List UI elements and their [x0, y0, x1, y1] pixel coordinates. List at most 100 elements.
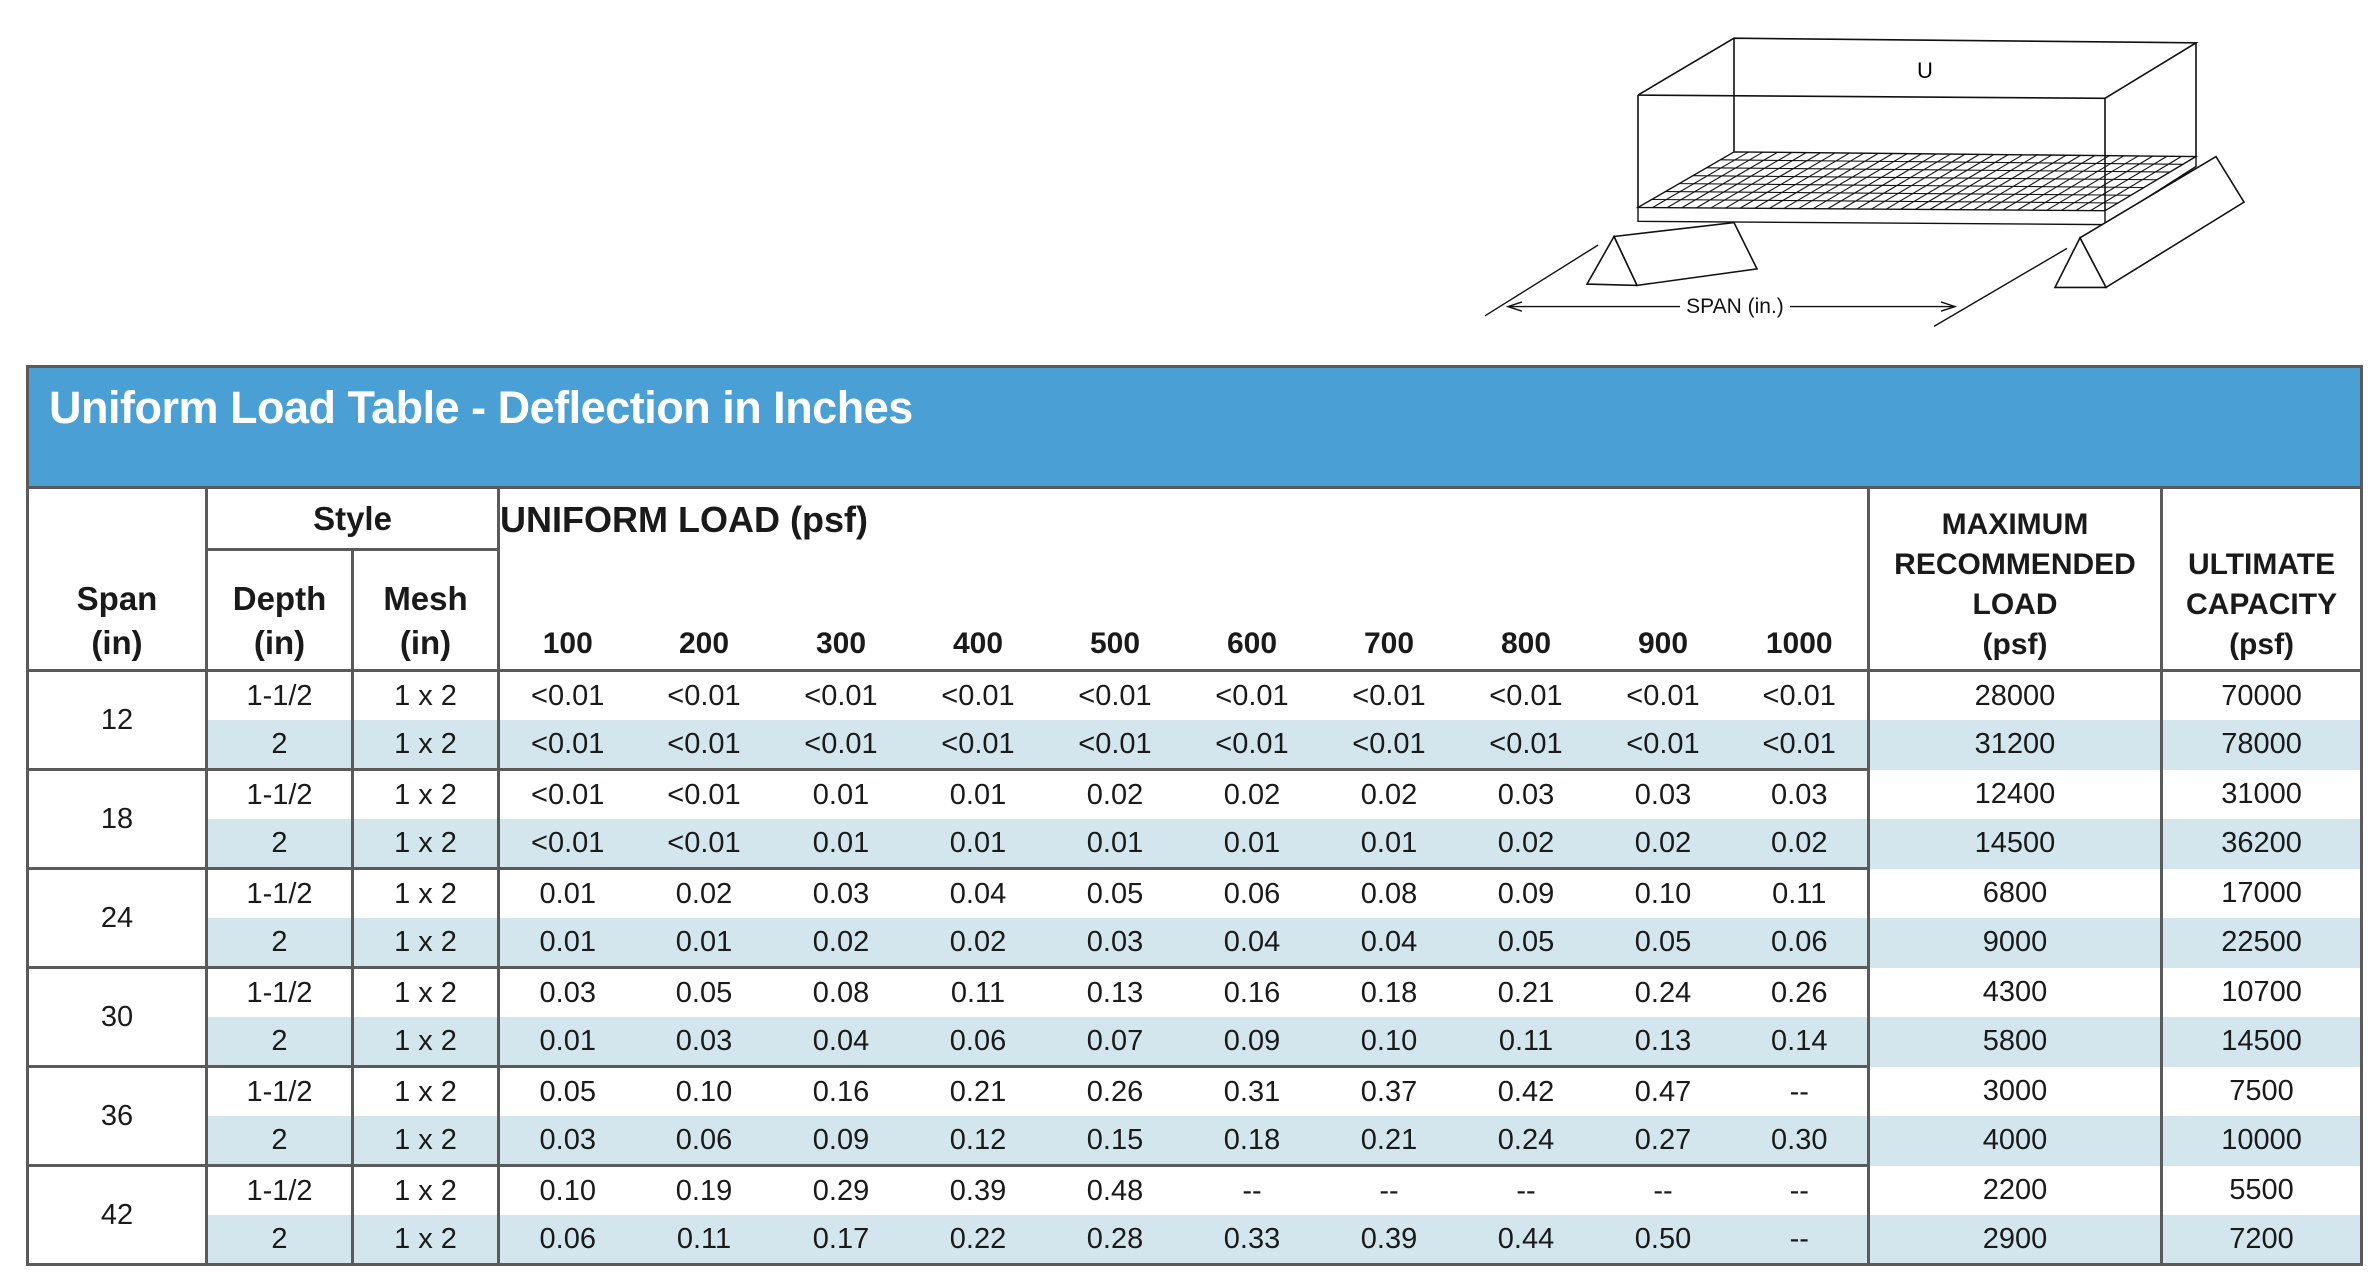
deflection-cell: <0.01 [635, 720, 773, 771]
header-depth: Depth (in) [205, 548, 354, 672]
deflection-cell: 0.09 [772, 1116, 910, 1167]
deflection-cell: 0.04 [772, 1017, 910, 1068]
deflection-cell: 0.14 [1731, 1017, 1870, 1068]
ultimate-capacity-cell: 10700 [2161, 967, 2364, 1017]
ultimate-capacity-cell: 78000 [2161, 720, 2364, 770]
deflection-cell: 0.31 [1223, 1075, 1281, 1108]
ultimate-capacity-cell: 5500 [2161, 1165, 2364, 1215]
deflection-cell: 0.06 [909, 1017, 1047, 1068]
grating-panel [1638, 152, 2196, 225]
deflection-cell: 0.03 [1046, 918, 1184, 969]
deflection-cell: 0.01 [772, 819, 910, 870]
deflection-cell: 0.09 [1183, 1017, 1321, 1068]
deflection-cell: 0.03 [1497, 778, 1555, 811]
deflection-cell: <0.01 [1352, 679, 1426, 712]
deflection-cell: 0.11 [1731, 868, 1870, 918]
mesh-cell: 1 x 2 [352, 918, 500, 969]
deflection-cell: -- [1516, 1174, 1536, 1207]
deflection-cell: 0.39 [1320, 1215, 1458, 1266]
deflection-cell: 0.02 [1731, 819, 1870, 870]
depth-cell: 2 [206, 1116, 354, 1167]
deflection-cell: 0.21 [949, 1075, 1007, 1108]
header-load-100: 100 [498, 549, 636, 672]
max-load-cell: 14500 [1868, 819, 2163, 869]
deflection-cell: 0.10 [1320, 1017, 1458, 1068]
deflection-cell: 0.11 [950, 976, 1006, 1009]
deflection-cell: <0.01 [1731, 720, 1870, 771]
ultimate-capacity-cell: 36200 [2161, 819, 2364, 869]
deflection-cell: 0.48 [1086, 1174, 1144, 1207]
deflection-cell: <0.01 [1215, 679, 1289, 712]
deflection-cell: 0.21 [1320, 1116, 1458, 1167]
deflection-cell: 0.29 [812, 1174, 870, 1207]
deflection-cell: <0.01 [1320, 720, 1458, 771]
deflection-cell: -- [1731, 1066, 1870, 1116]
deflection-cell: <0.01 [667, 778, 741, 811]
deflection-cell: 0.05 [1594, 918, 1732, 969]
deflection-cell: 0.06 [1731, 918, 1870, 969]
deflection-cell: 0.03 [812, 877, 870, 910]
deflection-cell: 0.09 [1497, 877, 1555, 910]
span-cell: 24 [26, 868, 208, 969]
deflection-cell: 0.01 [1046, 819, 1184, 870]
header-load-600: 600 [1183, 549, 1321, 672]
span-cell: 42 [26, 1165, 208, 1266]
deflection-cell: 0.11 [1457, 1017, 1595, 1068]
depth-cell: 1-1/2 [206, 967, 354, 1017]
header-ultimate-capacity: ULTIMATE CAPACITY (psf) [2159, 486, 2364, 672]
span-cell: 30 [26, 967, 208, 1068]
deflection-cell: 0.02 [675, 877, 733, 910]
deflection-cell: 0.21 [1497, 976, 1555, 1009]
deflection-cell: -- [1731, 1165, 1870, 1215]
deflection-cell: 0.22 [909, 1215, 1047, 1266]
deflection-cell: 0.30 [1731, 1116, 1870, 1167]
span-cell: 18 [26, 769, 208, 870]
max-load-cell: 12400 [1868, 769, 2163, 819]
deflection-cell: 0.01 [812, 778, 870, 811]
deflection-cell: 0.13 [1594, 1017, 1732, 1068]
deflection-cell: -- [1731, 1215, 1870, 1266]
deflection-cell: <0.01 [1457, 720, 1595, 771]
mesh-cell: 1 x 2 [352, 1165, 500, 1215]
mesh-cell: 1 x 2 [352, 720, 500, 771]
deflection-cell: 0.02 [1223, 778, 1281, 811]
table-row: 24 1-1/2 1 x 2 0.01 0.02 0.03 0.04 0.05 0.06 0.08… [26, 868, 2364, 969]
header-load-1000: 1000 [1731, 549, 1870, 672]
span-cell: 36 [26, 1066, 208, 1167]
max-load-cell: 4300 [1868, 967, 2163, 1017]
max-load-cell: 31200 [1868, 720, 2163, 770]
span-cell: 12 [26, 670, 208, 771]
header-mesh: Mesh (in) [351, 548, 500, 672]
ultimate-capacity-cell: 22500 [2161, 918, 2364, 968]
deflection-cell: <0.01 [1626, 679, 1700, 712]
grating-span-diagram: U SPAN (in.) [1460, 30, 2260, 340]
uniform-load-table: Uniform Load Table - Deflection in Inche… [25, 365, 2364, 1266]
deflection-cell: 0.01 [949, 778, 1007, 811]
ultimate-capacity-cell: 14500 [2161, 1017, 2364, 1067]
deflection-cell: <0.01 [1183, 720, 1321, 771]
depth-cell: 1-1/2 [206, 769, 354, 819]
deflection-cell: 0.04 [1320, 918, 1458, 969]
max-load-cell: 28000 [1868, 670, 2163, 720]
deflection-cell: 0.06 [498, 1215, 636, 1266]
table-row: 12 1-1/2 1 x 2 <0.01 <0.01 <0.01 <0.01 <0.01 <0.… [26, 670, 2364, 771]
deflection-cell: 0.10 [1634, 877, 1692, 910]
deflection-cell: 0.02 [1360, 778, 1418, 811]
header-style: Style [205, 486, 500, 551]
deflection-cell: <0.01 [531, 679, 605, 712]
deflection-cell: <0.01 [531, 778, 605, 811]
deflection-cell: 0.07 [1046, 1017, 1184, 1068]
mesh-cell: 1 x 2 [352, 967, 500, 1017]
deflection-cell: <0.01 [804, 679, 878, 712]
deflection-cell: 0.02 [1457, 819, 1595, 870]
deflection-cell: <0.01 [498, 819, 636, 870]
header-load-200: 200 [635, 549, 773, 672]
mesh-cell: 1 x 2 [352, 1116, 500, 1167]
deflection-cell: <0.01 [941, 679, 1015, 712]
header-load-500: 500 [1046, 549, 1184, 672]
deflection-cell: 0.04 [1183, 918, 1321, 969]
load-box [1638, 38, 2196, 211]
deflection-cell: <0.01 [1594, 720, 1732, 771]
